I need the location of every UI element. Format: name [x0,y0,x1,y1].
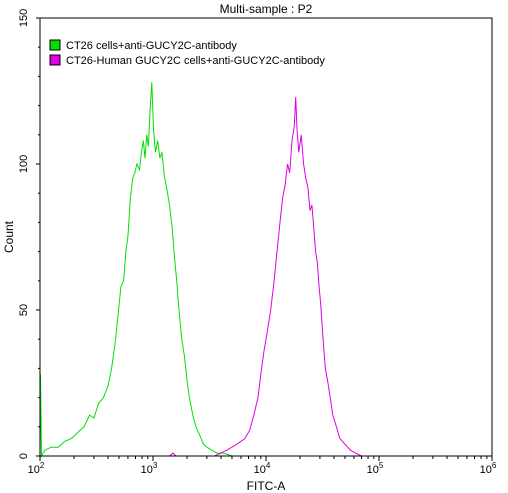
series-line-1 [39,82,241,458]
chart-title: Multi-sample : P2 [220,2,313,16]
series-line-2 [169,96,368,457]
legend-label: CT26 cells+anti-GUCY2C-antibody [66,40,237,52]
legend-swatch [49,54,61,66]
y-tick-label: 100 [18,155,30,173]
x-tick-label: 102 [28,461,45,476]
y-tick-label: 0 [18,453,30,459]
y-axis-title: Count [2,220,16,253]
x-tick-label: 106 [480,461,497,476]
x-tick-label: 103 [141,461,158,476]
x-tick-label: 105 [367,461,384,476]
x-tick-label: 104 [254,461,271,476]
x-axis: 102 103 104 105 106 [28,456,497,476]
y-tick-label: 150 [18,9,30,27]
legend: CT26 cells+anti-GUCY2C-antibody CT26-Huma… [49,39,325,67]
series-layer [39,82,368,458]
plot-frame [39,17,493,457]
y-axis: 0 50 100 150 [18,9,40,459]
legend-label: CT26-Human GUCY2C cells+anti-GUCY2C-anti… [66,55,325,67]
legend-swatch [49,39,61,51]
x-axis-title: FITC-A [247,479,286,493]
y-tick-label: 50 [18,304,30,316]
